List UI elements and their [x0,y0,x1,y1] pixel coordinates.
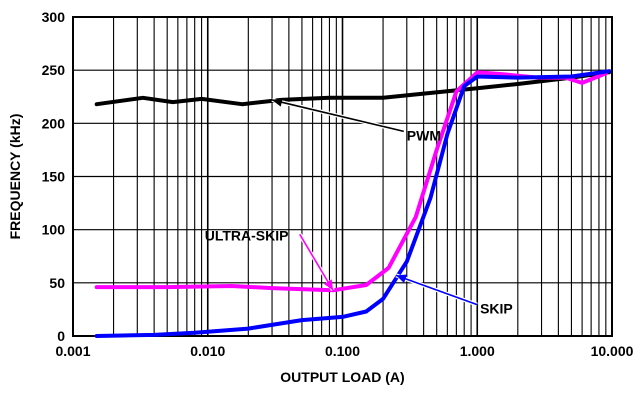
annotation-arrowhead [324,279,333,291]
y-axis-title: FREQUENCY (kHz) [7,114,23,240]
tick-labels: 0.001 0.010 0.100 1.000 10.000 0 50 100 150 200 25… [42,9,634,359]
annotation-label-skip: SKIP [480,301,513,317]
annotation-label-ultra-skip: ULTRA-SKIP [205,227,289,243]
x-axis-title: OUTPUT LOAD (A) [280,369,404,385]
annotations: PWM ULTRA-SKIP SKIP [205,97,513,317]
series-lines [94,69,611,338]
annotation-arrowhead [272,97,283,107]
x-tick-label: 0.100 [325,343,360,359]
annotation-leader-line [299,233,334,291]
y-tick-label: 50 [49,275,65,291]
y-tick-label: 250 [42,62,66,78]
grid [72,16,612,337]
y-tick-label: 150 [42,169,66,185]
series-line-pwm [94,70,611,107]
x-tick-label: 1.000 [460,343,495,359]
series-line-ultra-skip [94,70,608,293]
x-tick-label: 0.010 [190,343,225,359]
annotation-arrowhead [396,274,408,284]
y-tick-label: 200 [42,115,66,131]
y-tick-label: 0 [57,328,65,344]
y-tick-label: 300 [42,9,66,25]
x-tick-label: 10.000 [591,343,634,359]
annotation-leader-line [271,99,404,133]
y-tick-label: 100 [42,222,66,238]
plot-frame [72,16,613,337]
annotation-leader-line [395,274,478,306]
annotation-label-pwm: PWM [407,127,441,143]
series-line-skip [94,69,611,338]
x-tick-label: 0.001 [55,343,90,359]
